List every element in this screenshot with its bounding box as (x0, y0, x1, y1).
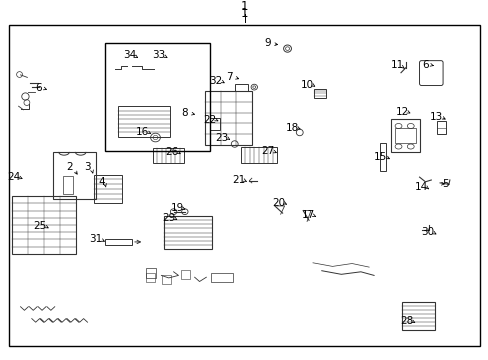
Bar (394, 128, 415, 143)
Text: 17: 17 (301, 210, 314, 220)
Text: 25: 25 (33, 221, 47, 231)
Text: 16: 16 (136, 127, 149, 137)
Text: 4: 4 (98, 177, 105, 187)
Bar (12, 196, 76, 254)
Text: 7: 7 (226, 72, 233, 82)
Text: 14: 14 (414, 182, 427, 192)
Bar (62, 176, 73, 194)
Bar (234, 84, 248, 91)
Bar (211, 273, 233, 282)
Bar (53, 152, 96, 199)
Text: 30: 30 (421, 227, 433, 237)
Text: 11: 11 (389, 60, 403, 70)
Text: 34: 34 (122, 50, 136, 60)
Text: 15: 15 (373, 152, 386, 162)
Text: 27: 27 (261, 146, 274, 156)
Bar (240, 147, 277, 163)
Bar (181, 270, 189, 279)
Text: 13: 13 (428, 112, 442, 122)
Bar (9, 25, 479, 346)
Bar (313, 89, 325, 98)
Bar (105, 43, 210, 151)
Text: 21: 21 (231, 175, 245, 185)
Text: 23: 23 (215, 133, 228, 143)
Text: 18: 18 (285, 123, 299, 133)
Text: 1: 1 (240, 7, 248, 20)
Bar (380, 143, 386, 171)
Text: 28: 28 (399, 316, 413, 326)
Text: 5: 5 (442, 179, 448, 189)
Bar (152, 148, 184, 163)
Text: 12: 12 (394, 107, 408, 117)
Text: 6: 6 (421, 60, 428, 70)
Bar (145, 273, 154, 282)
Text: 1: 1 (240, 0, 248, 13)
Text: 22: 22 (203, 114, 217, 125)
Text: 19: 19 (170, 203, 183, 213)
Text: 20: 20 (272, 198, 285, 208)
Text: 32: 32 (209, 76, 223, 86)
Bar (94, 175, 122, 203)
Bar (118, 106, 169, 137)
Text: 9: 9 (264, 38, 271, 48)
Bar (390, 119, 419, 152)
Text: 8: 8 (181, 108, 188, 118)
Bar (145, 268, 156, 278)
Bar (401, 302, 434, 330)
Bar (163, 216, 211, 249)
Text: 26: 26 (165, 147, 179, 157)
Text: 31: 31 (89, 234, 102, 244)
Text: 33: 33 (152, 50, 165, 60)
Text: 3: 3 (83, 162, 90, 172)
Text: 6: 6 (35, 83, 41, 93)
Bar (162, 275, 171, 284)
Bar (210, 118, 220, 130)
Text: 24: 24 (7, 172, 20, 182)
Bar (205, 91, 251, 145)
Text: 29: 29 (162, 213, 175, 223)
Text: 2: 2 (66, 162, 73, 172)
Text: 10: 10 (300, 80, 313, 90)
Bar (436, 121, 446, 134)
Bar (105, 239, 132, 245)
